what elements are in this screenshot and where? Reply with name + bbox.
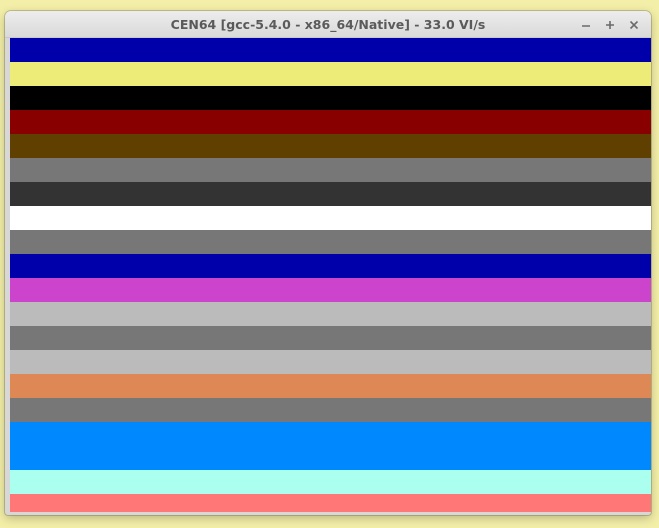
color-stripe-1 [10,38,651,62]
color-stripe-5 [10,134,651,158]
color-stripe-12 [10,302,651,326]
color-stripe-2 [10,62,651,86]
window-controls [579,11,641,38]
color-stripe-8 [10,206,651,230]
color-stripe-7 [10,182,651,206]
color-stripe-16 [10,398,651,422]
color-stripe-14 [10,350,651,374]
color-stripe-18 [10,470,651,494]
color-stripe-6 [10,158,651,182]
color-stripe-15 [10,374,651,398]
color-stripe-19 [10,494,651,512]
window-title: CEN64 [gcc-5.4.0 - x86_64/Native] - 33.0… [170,17,486,32]
emulator-window: CEN64 [gcc-5.4.0 - x86_64/Native] - 33.0… [5,11,651,515]
close-button[interactable] [627,18,641,32]
maximize-icon [606,20,614,29]
maximize-button[interactable] [603,18,617,32]
emulator-display[interactable] [10,38,651,512]
minimize-icon [582,24,590,27]
color-stripe-9 [10,230,651,254]
color-stripe-17 [10,422,651,470]
window-titlebar[interactable]: CEN64 [gcc-5.4.0 - x86_64/Native] - 33.0… [5,11,651,38]
color-stripe-10 [10,254,651,278]
color-stripe-11 [10,278,651,302]
color-stripe-13 [10,326,651,350]
color-stripe-3 [10,86,651,110]
close-icon [629,20,639,29]
color-stripe-4 [10,110,651,134]
minimize-button[interactable] [579,18,593,32]
